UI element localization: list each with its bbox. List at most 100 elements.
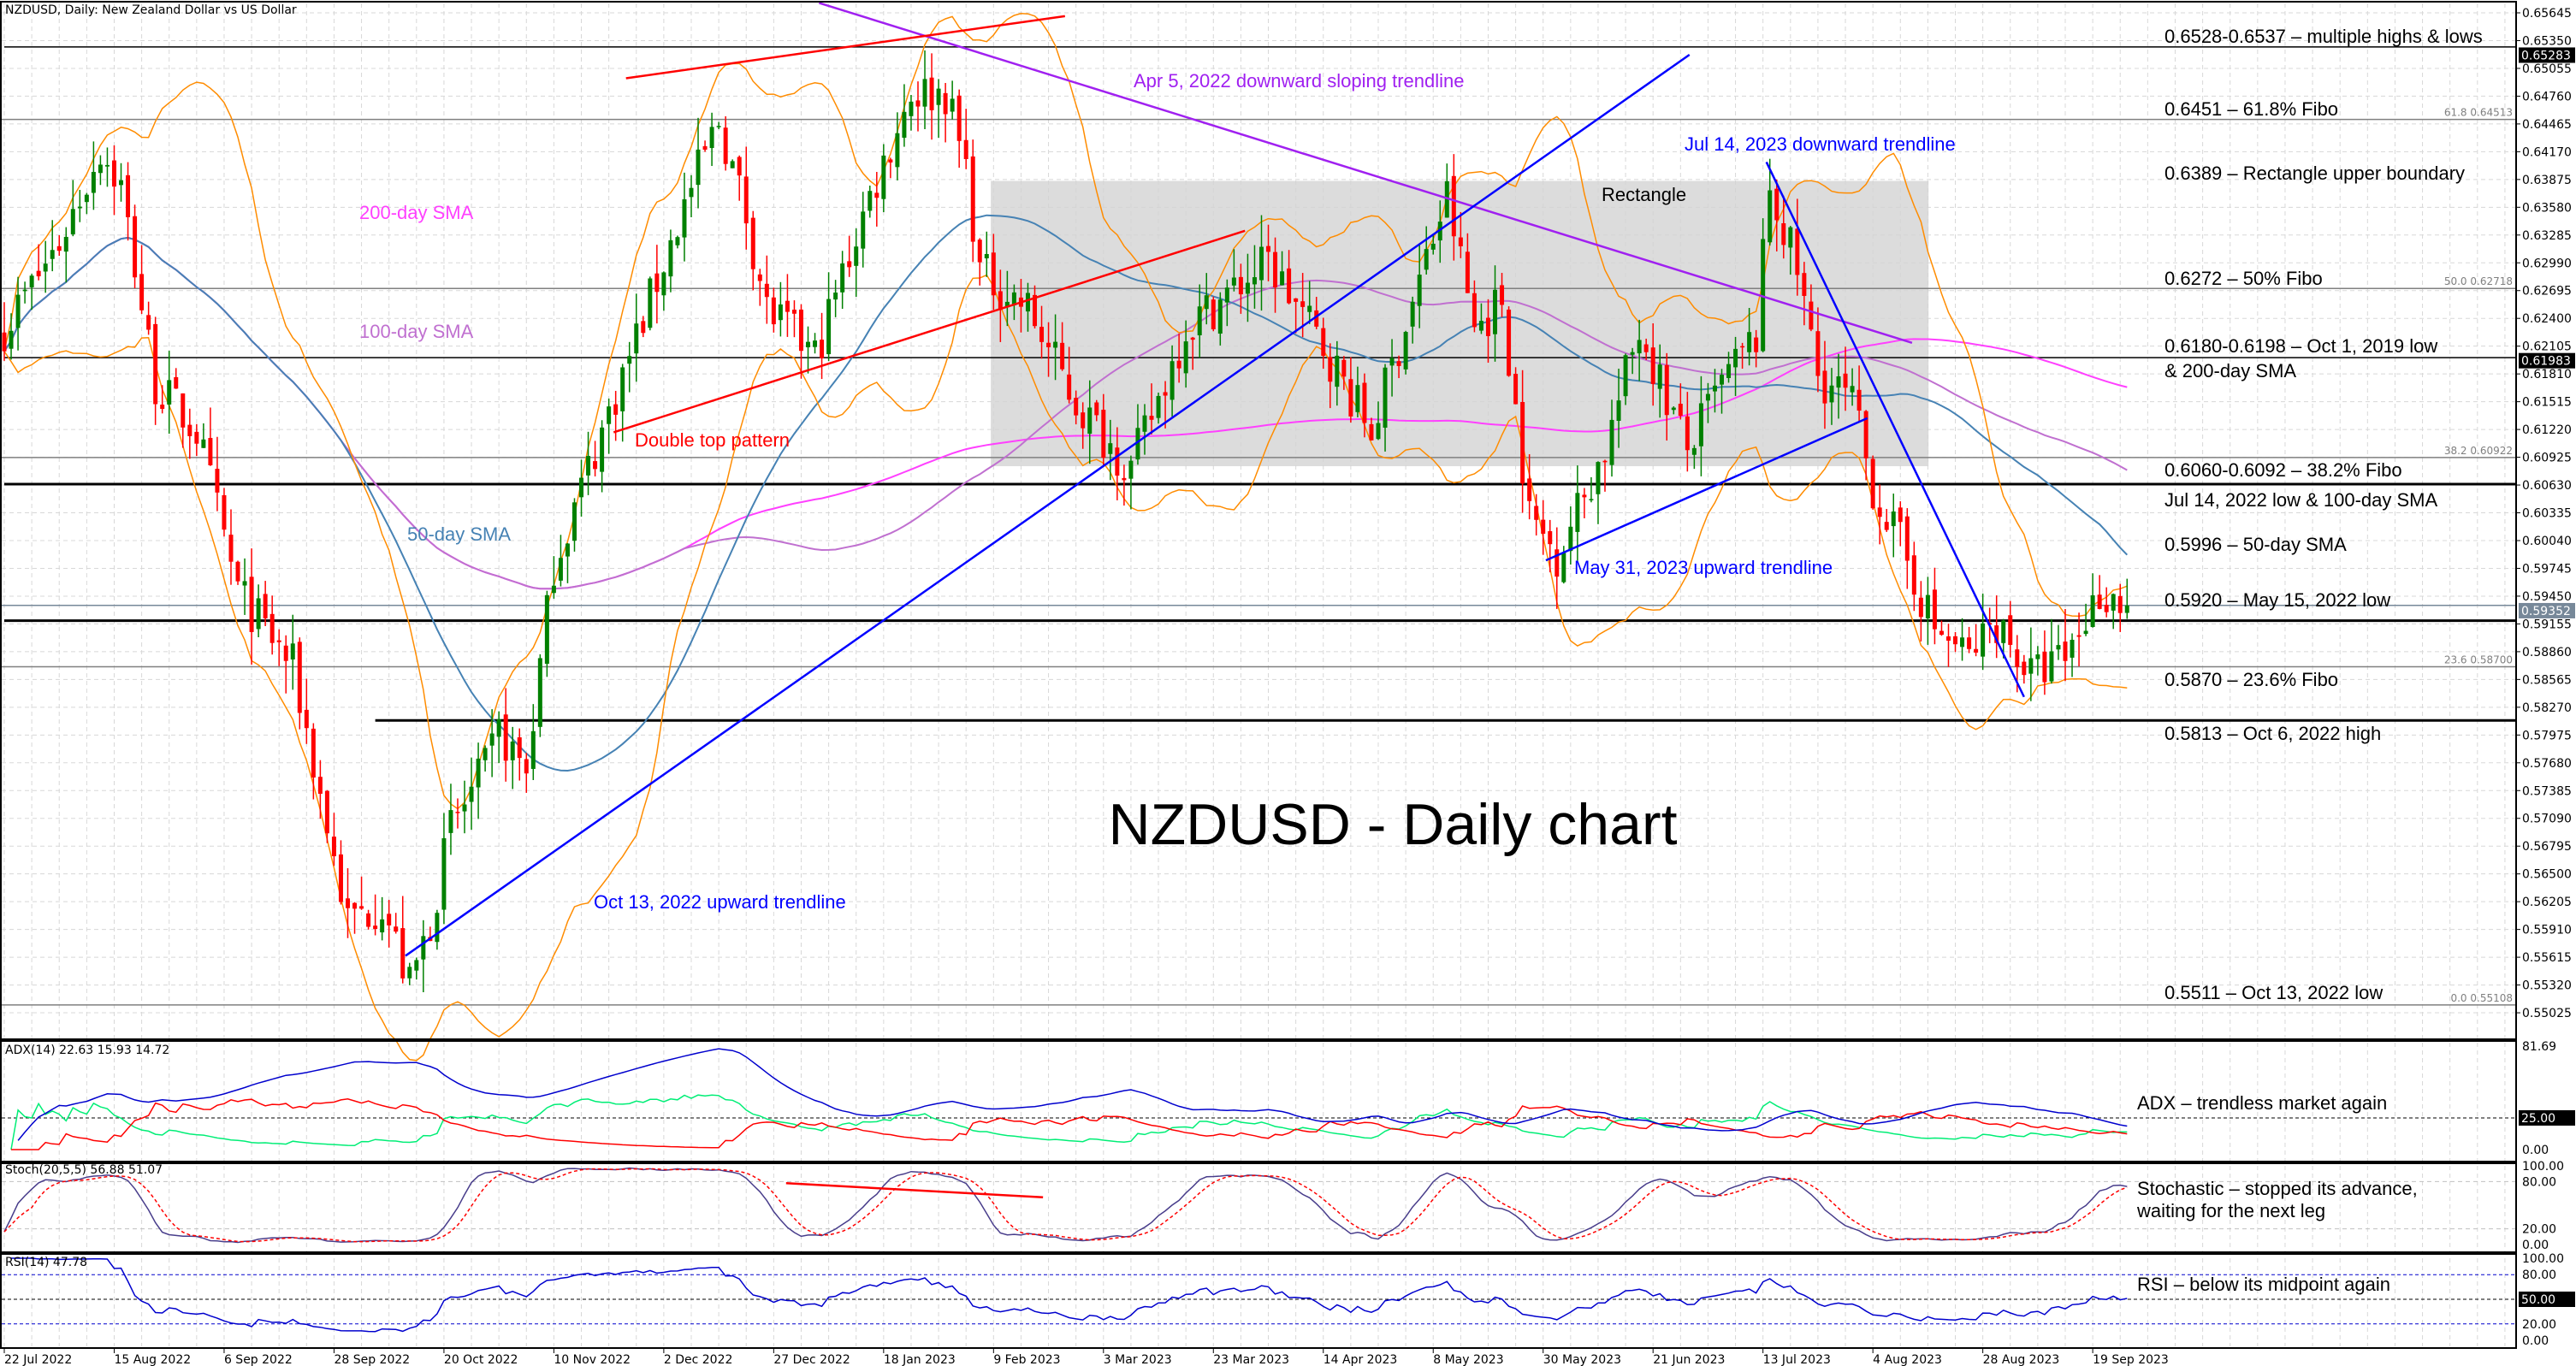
candle-bearish [1328, 343, 1333, 409]
candle-body [929, 77, 934, 110]
candle-body [785, 300, 790, 312]
candle-bearish [146, 301, 151, 335]
candle-bearish [1507, 306, 1512, 377]
candle-bullish [29, 274, 34, 310]
candle-bearish [750, 210, 755, 291]
candle-body [743, 176, 749, 224]
candle-body [627, 356, 632, 364]
candle-body [1135, 428, 1140, 460]
candle-body [1904, 516, 1910, 561]
candle-bullish [661, 271, 666, 311]
candle-body [201, 439, 206, 448]
candle-body [1115, 447, 1120, 476]
candle-body [77, 206, 82, 209]
candle-body [998, 291, 1003, 310]
candle-body [1685, 416, 1690, 451]
candle-body [1321, 328, 1326, 357]
candle-bullish [730, 159, 735, 169]
candle-bearish [1094, 399, 1099, 422]
candle-body [1238, 276, 1243, 295]
candle-body [1204, 295, 1209, 310]
candle-bearish [517, 728, 522, 781]
candle-body [1060, 342, 1065, 370]
stoch-note-line1: Stochastic – stopped its advance, [2137, 1178, 2418, 1199]
candle-body [70, 209, 75, 234]
candle-bullish [1383, 364, 1388, 452]
candle-body [847, 261, 852, 268]
y-tick-label: 0.60630 [2522, 479, 2572, 493]
candle-bearish [757, 269, 762, 306]
main-pane-frame [0, 1, 2517, 1040]
candle-body [2056, 645, 2061, 650]
candle-bearish [1898, 501, 1903, 547]
x-tick-label: 14 Apr 2023 [1324, 1353, 1398, 1366]
y-tick-label: 0.56205 [2522, 896, 2572, 909]
candle-bullish [1183, 320, 1188, 388]
adx-pane-frame [0, 1040, 2517, 1162]
candle-body [1053, 341, 1058, 348]
candle-body [1478, 321, 1483, 331]
candle-bearish [1650, 323, 1655, 406]
candle-body [1004, 301, 1010, 308]
candle-body [359, 906, 364, 909]
trendline-double-top-lower [613, 229, 1246, 434]
candle-bullish [1376, 401, 1381, 441]
candle-bearish [1548, 519, 1553, 573]
candle-bearish [1074, 390, 1079, 425]
candle-bearish [1967, 626, 1972, 653]
candle-body [187, 424, 192, 436]
candle-bullish [1224, 279, 1229, 327]
candle-bullish [1575, 465, 1580, 561]
x-tick-label: 9 Feb 2023 [993, 1353, 1060, 1366]
candle-bearish [1122, 464, 1127, 506]
sma-50-line [3, 214, 2129, 772]
candle-body [1678, 404, 1683, 417]
candle-bearish [1500, 273, 1505, 317]
candle-bullish [2070, 633, 2075, 677]
candle-bullish [1355, 366, 1360, 417]
candle-body [2063, 642, 2068, 661]
label-apr5-trendline: Apr 5, 2022 downward sloping trendline [1134, 70, 1464, 92]
candle-body [1122, 477, 1127, 481]
candle-bearish [764, 255, 769, 324]
adx-note: ADX – trendless market again [2137, 1092, 2387, 1114]
candle-bullish [950, 80, 955, 120]
stoch-note-line2: waiting for the next leg [2136, 1200, 2325, 1221]
candle-body [1637, 340, 1642, 354]
candle-body [1650, 347, 1655, 384]
candle-bullish [1733, 336, 1738, 396]
candle-bearish [1774, 179, 1780, 251]
candle-bullish [70, 180, 75, 237]
level-note: 0.6451 – 61.8% Fibo [2164, 98, 2338, 120]
candle-body [1444, 180, 1449, 218]
horizontal-levels: 61.8 0.64513 50.0 0.62718 38.2 0.60922 23.6… [2, 46, 2516, 1006]
candle-body [1142, 415, 1147, 432]
candle-bearish [1163, 381, 1168, 429]
candle-bearish [2076, 612, 2082, 666]
candle-bullish [1981, 593, 1986, 671]
candle-bullish [1705, 382, 1710, 423]
candle-bearish [1485, 299, 1490, 364]
candle-body [56, 245, 62, 251]
candle-body [798, 309, 803, 352]
candle-body [654, 273, 660, 293]
candle-bullish [1712, 369, 1717, 413]
candle-body [2104, 605, 2109, 612]
candle-bullish [50, 220, 55, 272]
candle-body [888, 159, 893, 163]
y-tick-label: 0.57680 [2522, 757, 2572, 771]
candle-body [1424, 249, 1429, 270]
candle-body [1163, 392, 1168, 396]
candle-bearish [455, 798, 460, 829]
candle-bullish [2028, 627, 2034, 701]
candle-body [757, 274, 762, 281]
level-note: 0.6060-0.6092 – 38.2% Fibo [2164, 459, 2402, 481]
level-note: 0.5511 – Oct 13, 2022 low [2164, 982, 2383, 1003]
candle-body [1781, 223, 1786, 245]
candle-body [311, 728, 316, 778]
price-marker: 0.61983 [2521, 355, 2571, 369]
candle-bullish [1430, 234, 1436, 255]
candle-body [29, 275, 34, 287]
candle-bullish [380, 896, 385, 941]
candle-bullish [1156, 393, 1161, 424]
